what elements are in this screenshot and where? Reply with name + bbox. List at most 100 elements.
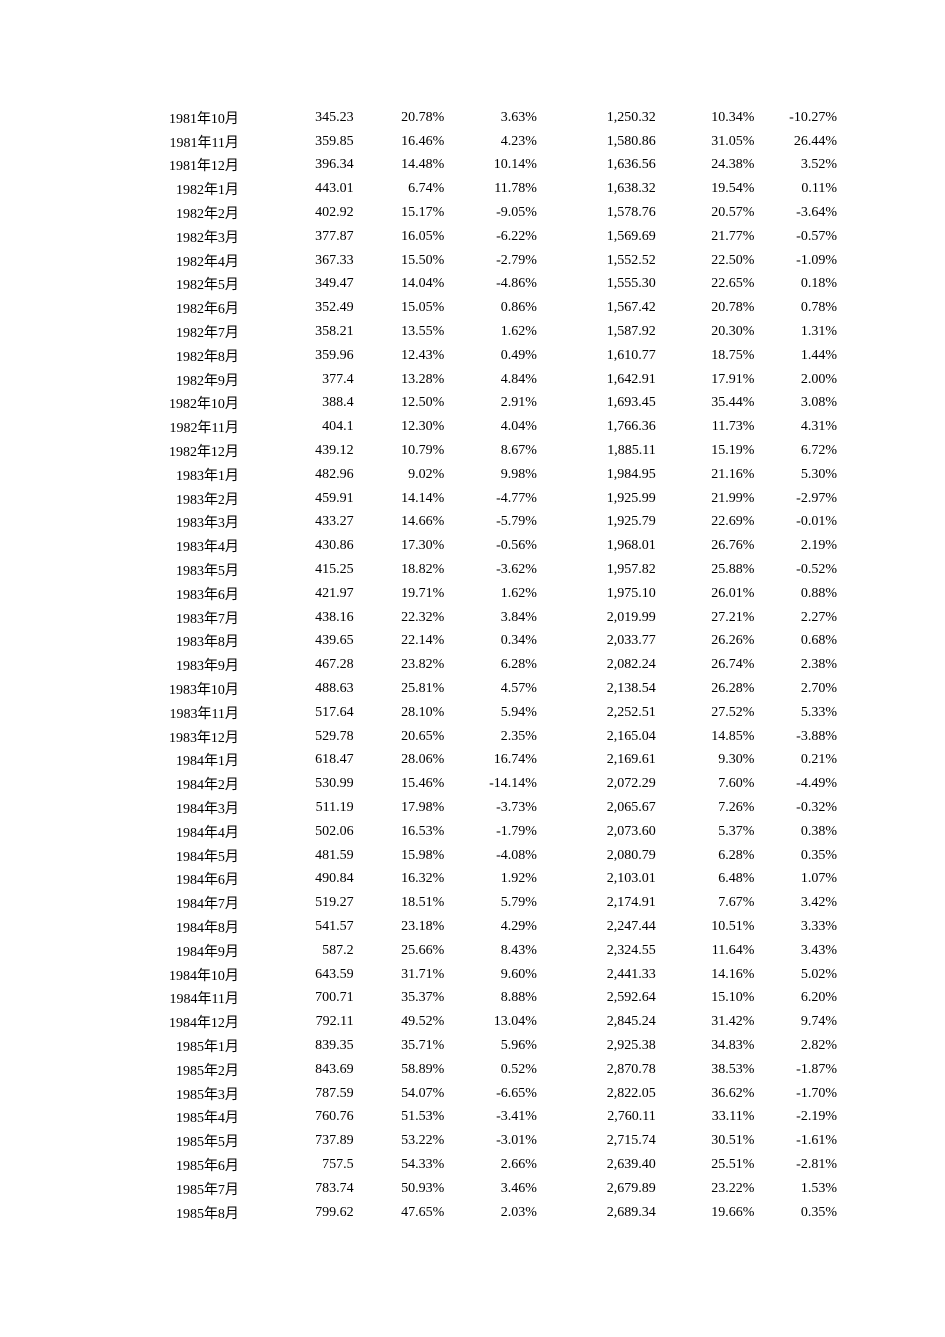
table-cell: -4.77% bbox=[448, 487, 545, 511]
table-cell: 20.30% bbox=[664, 320, 757, 344]
table-cell: 1,578.76 bbox=[545, 201, 664, 225]
data-table-container: 1981年10月345.2320.78%3.63%1,250.3210.34%-… bbox=[0, 0, 945, 1304]
table-cell: 31.71% bbox=[364, 963, 449, 987]
table-cell: 1984年11月 bbox=[128, 986, 263, 1010]
table-cell: 17.98% bbox=[364, 796, 449, 820]
table-cell: 1982年4月 bbox=[128, 249, 263, 273]
table-cell: 502.06 bbox=[263, 820, 364, 844]
table-cell: 1,984.95 bbox=[545, 463, 664, 487]
table-cell: 35.37% bbox=[364, 986, 449, 1010]
table-cell: 1984年4月 bbox=[128, 820, 263, 844]
table-cell: 1983年7月 bbox=[128, 606, 263, 630]
table-cell: 25.81% bbox=[364, 677, 449, 701]
table-cell: 1982年12月 bbox=[128, 439, 263, 463]
table-row: 1983年10月488.6325.81%4.57%2,138.5426.28%2… bbox=[128, 677, 837, 701]
table-cell: 6.74% bbox=[364, 177, 449, 201]
table-cell: 5.94% bbox=[448, 701, 545, 725]
table-cell: 11.64% bbox=[664, 939, 757, 963]
table-cell: 0.34% bbox=[448, 630, 545, 654]
table-cell: 2,103.01 bbox=[545, 868, 664, 892]
table-cell: 482.96 bbox=[263, 463, 364, 487]
table-cell: 35.71% bbox=[364, 1034, 449, 1058]
table-cell: 15.10% bbox=[664, 986, 757, 1010]
table-cell: 14.85% bbox=[664, 725, 757, 749]
table-cell: 0.86% bbox=[448, 296, 545, 320]
table-cell: 643.59 bbox=[263, 963, 364, 987]
table-cell: 459.91 bbox=[263, 487, 364, 511]
table-cell: 26.76% bbox=[664, 534, 757, 558]
table-cell: 1982年9月 bbox=[128, 368, 263, 392]
table-row: 1982年3月377.8716.05%-6.22%1,569.6921.77%-… bbox=[128, 225, 837, 249]
table-cell: 2,065.67 bbox=[545, 796, 664, 820]
table-cell: 47.65% bbox=[364, 1201, 449, 1225]
table-cell: 799.62 bbox=[263, 1201, 364, 1225]
table-cell: 1,587.92 bbox=[545, 320, 664, 344]
table-cell: 26.44% bbox=[756, 130, 837, 154]
table-cell: 15.98% bbox=[364, 844, 449, 868]
table-cell: 27.52% bbox=[664, 701, 757, 725]
table-cell: 490.84 bbox=[263, 868, 364, 892]
table-cell: 12.50% bbox=[364, 392, 449, 416]
table-cell: 1.92% bbox=[448, 868, 545, 892]
table-cell: 0.35% bbox=[756, 844, 837, 868]
table-cell: 438.16 bbox=[263, 606, 364, 630]
table-cell: 700.71 bbox=[263, 986, 364, 1010]
table-cell: 1985年4月 bbox=[128, 1105, 263, 1129]
table-cell: 22.65% bbox=[664, 273, 757, 297]
table-row: 1983年12月529.7820.65%2.35%2,165.0414.85%-… bbox=[128, 725, 837, 749]
table-cell: 541.57 bbox=[263, 915, 364, 939]
table-cell: 54.07% bbox=[364, 1082, 449, 1106]
table-cell: 28.06% bbox=[364, 749, 449, 773]
table-cell: 20.65% bbox=[364, 725, 449, 749]
table-cell: 14.16% bbox=[664, 963, 757, 987]
table-row: 1983年8月439.6522.14%0.34%2,033.7726.26%0.… bbox=[128, 630, 837, 654]
table-cell: 3.33% bbox=[756, 915, 837, 939]
table-cell: 49.52% bbox=[364, 1010, 449, 1034]
table-cell: 23.22% bbox=[664, 1177, 757, 1201]
table-cell: 0.21% bbox=[756, 749, 837, 773]
table-cell: 5.02% bbox=[756, 963, 837, 987]
table-cell: 58.89% bbox=[364, 1058, 449, 1082]
table-row: 1982年7月358.2113.55%1.62%1,587.9220.30%1.… bbox=[128, 320, 837, 344]
table-cell: 1985年7月 bbox=[128, 1177, 263, 1201]
table-cell: 1,638.32 bbox=[545, 177, 664, 201]
table-row: 1984年10月643.5931.71%9.60%2,441.3314.16%5… bbox=[128, 963, 837, 987]
table-cell: 6.28% bbox=[448, 653, 545, 677]
table-row: 1982年8月359.9612.43%0.49%1,610.7718.75%1.… bbox=[128, 344, 837, 368]
table-row: 1985年6月757.554.33%2.66%2,639.4025.51%-2.… bbox=[128, 1153, 837, 1177]
table-cell: 27.21% bbox=[664, 606, 757, 630]
table-cell: 2,247.44 bbox=[545, 915, 664, 939]
table-cell: 17.30% bbox=[364, 534, 449, 558]
table-cell: 1,925.79 bbox=[545, 511, 664, 535]
table-cell: -14.14% bbox=[448, 772, 545, 796]
table-cell: 1985年2月 bbox=[128, 1058, 263, 1082]
table-cell: 345.23 bbox=[263, 106, 364, 130]
table-cell: 2.66% bbox=[448, 1153, 545, 1177]
table-cell: -2.79% bbox=[448, 249, 545, 273]
table-cell: 33.11% bbox=[664, 1105, 757, 1129]
table-cell: 1982年10月 bbox=[128, 392, 263, 416]
table-cell: 1982年6月 bbox=[128, 296, 263, 320]
table-cell: 4.57% bbox=[448, 677, 545, 701]
table-cell: 15.50% bbox=[364, 249, 449, 273]
table-cell: 5.37% bbox=[664, 820, 757, 844]
table-cell: 35.44% bbox=[664, 392, 757, 416]
table-cell: 2.00% bbox=[756, 368, 837, 392]
table-cell: 377.87 bbox=[263, 225, 364, 249]
table-cell: 26.01% bbox=[664, 582, 757, 606]
table-cell: 15.19% bbox=[664, 439, 757, 463]
table-cell: 1985年6月 bbox=[128, 1153, 263, 1177]
table-cell: 19.71% bbox=[364, 582, 449, 606]
table-cell: 1,555.30 bbox=[545, 273, 664, 297]
table-cell: 5.79% bbox=[448, 891, 545, 915]
table-cell: -6.22% bbox=[448, 225, 545, 249]
table-cell: 2,082.24 bbox=[545, 653, 664, 677]
table-cell: 10.51% bbox=[664, 915, 757, 939]
table-row: 1982年9月377.413.28%4.84%1,642.9117.91%2.0… bbox=[128, 368, 837, 392]
table-cell: 757.5 bbox=[263, 1153, 364, 1177]
table-row: 1985年1月839.3535.71%5.96%2,925.3834.83%2.… bbox=[128, 1034, 837, 1058]
table-cell: 15.17% bbox=[364, 201, 449, 225]
table-cell: -1.61% bbox=[756, 1129, 837, 1153]
table-row: 1984年8月541.5723.18%4.29%2,247.4410.51%3.… bbox=[128, 915, 837, 939]
table-cell: -3.88% bbox=[756, 725, 837, 749]
